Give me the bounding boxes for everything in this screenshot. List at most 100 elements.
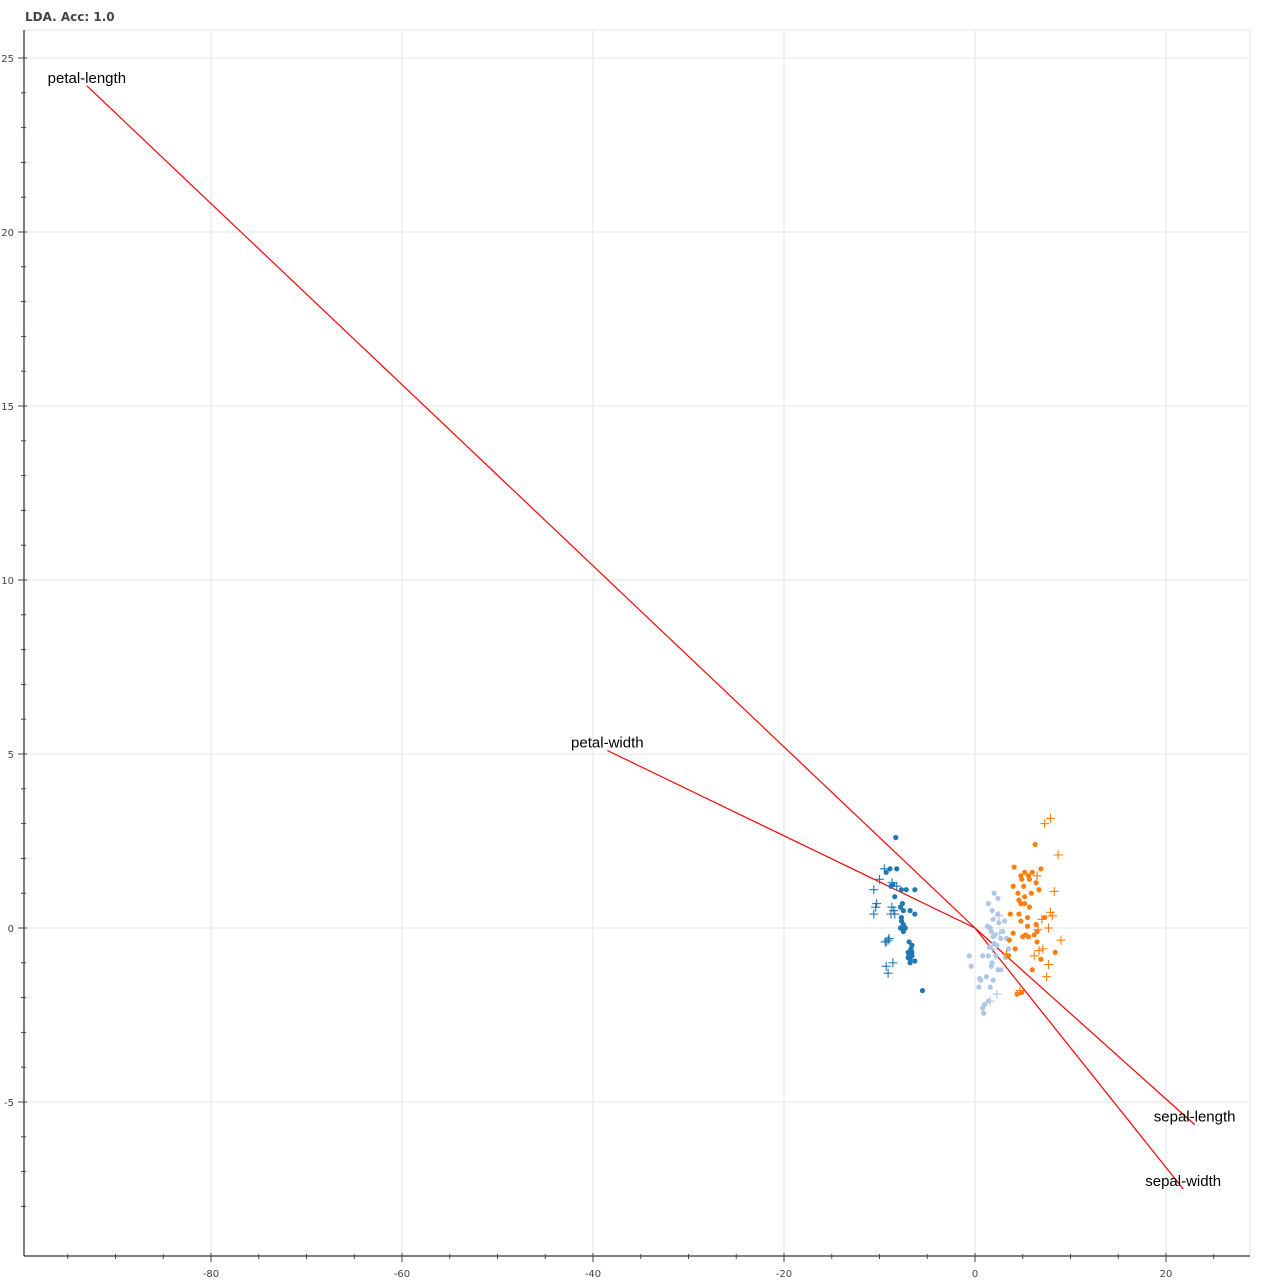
data-point-cross [1045,813,1055,823]
loading-vectors [86,85,1196,1190]
data-point [893,834,899,841]
loading-label-sepal-length: sepal-length [1154,1109,1236,1126]
data-point [1036,887,1042,893]
data-point [897,904,904,910]
y-tick-label: 10 [1,576,14,587]
data-point [980,1005,986,1011]
data-point-cross [1038,944,1048,954]
data-point [1026,904,1033,910]
data-point-cross [1033,925,1043,935]
data-point [1052,949,1058,955]
data-point [976,984,982,990]
x-tick-label: -60 [394,1269,410,1280]
y-tick-label: 20 [1,228,14,239]
data-point [894,866,900,872]
data-point [983,974,990,980]
loading-label-petal-length: petal-length [48,70,126,87]
data-point [980,953,986,959]
data-point [998,935,1004,942]
data-point [1021,883,1027,889]
data-point-cross [1032,871,1042,881]
data-point [985,953,991,959]
data-point-cross [987,944,997,954]
data-point-cross [1037,914,1047,924]
data-point [1020,934,1026,940]
data-point [968,963,974,969]
data-point-cross [881,961,891,971]
data-point-cross [879,864,889,874]
data-point-cross [995,928,1005,938]
data-point [980,1010,987,1016]
axes: -80 -60 -40 -20 0 20 25 20 15 10 5 0 -5 [1,54,1215,1280]
data-point [990,977,996,983]
data-point [1012,946,1018,952]
data-point [1022,894,1028,900]
data-point-cross [871,902,881,912]
data-point [978,977,984,983]
data-point [1006,937,1012,943]
data-point [990,916,996,922]
data-point [892,894,898,900]
x-tick-label: 20 [1160,1269,1173,1280]
data-point [1026,876,1033,882]
data-point-cross [1053,850,1063,860]
data-point [1016,911,1022,917]
data-point-cross [985,996,995,1006]
data-point-cross [883,968,893,978]
data-point [900,908,906,914]
data-point [995,895,1001,902]
data-point [1010,930,1016,936]
data-point [993,953,999,959]
y-tick-label: -5 [4,1098,14,1109]
data-point-cross [994,911,1004,921]
data-point [991,890,997,896]
data-point [1025,934,1032,940]
data-point [1002,918,1008,924]
data-point [1011,864,1017,870]
data-point [1038,866,1044,872]
x-tick-label: -20 [776,1269,792,1280]
loading-label-sepal-width: sepal-width [1145,1173,1221,1190]
data-point [996,920,1002,926]
data-point [903,887,909,893]
data-point [1022,869,1028,875]
x-tick-label: -40 [585,1269,601,1280]
data-point [912,911,918,917]
data-point [994,942,1000,949]
data-point [897,925,904,931]
y-tick-label: 25 [1,54,14,65]
data-point [1028,890,1034,896]
scatter-points [869,813,1066,1016]
data-point-cross [1040,819,1050,829]
data-point-cross [1042,972,1052,982]
plot-frame [23,30,1250,1257]
data-point-cross [869,909,879,919]
data-point [1038,956,1044,962]
data-point [907,960,913,966]
data-point [989,908,995,914]
data-point [912,958,918,964]
data-point [998,967,1004,973]
data-point [1029,869,1035,875]
data-point [1032,841,1038,848]
grid-lines [24,29,1251,1256]
data-point-cross [1034,946,1044,956]
data-point [887,866,893,872]
y-tick-label: 0 [8,924,14,935]
loading-vector-petal-width [607,749,976,929]
data-point-cross [888,958,898,968]
data-point-cross [1047,911,1057,921]
data-point-cross [875,874,884,884]
data-point [988,963,994,969]
data-point-cross [887,878,897,888]
loading-labels: petal-length petal-width sepal-length sepal… [48,70,1236,1190]
data-point [1018,918,1024,924]
data-point-cross [881,937,891,947]
data-point [1005,946,1012,952]
data-point-cross [1002,949,1012,959]
data-point [898,887,905,893]
data-point [988,928,994,935]
data-point [906,939,912,945]
data-point [987,984,993,990]
data-point [919,988,926,994]
